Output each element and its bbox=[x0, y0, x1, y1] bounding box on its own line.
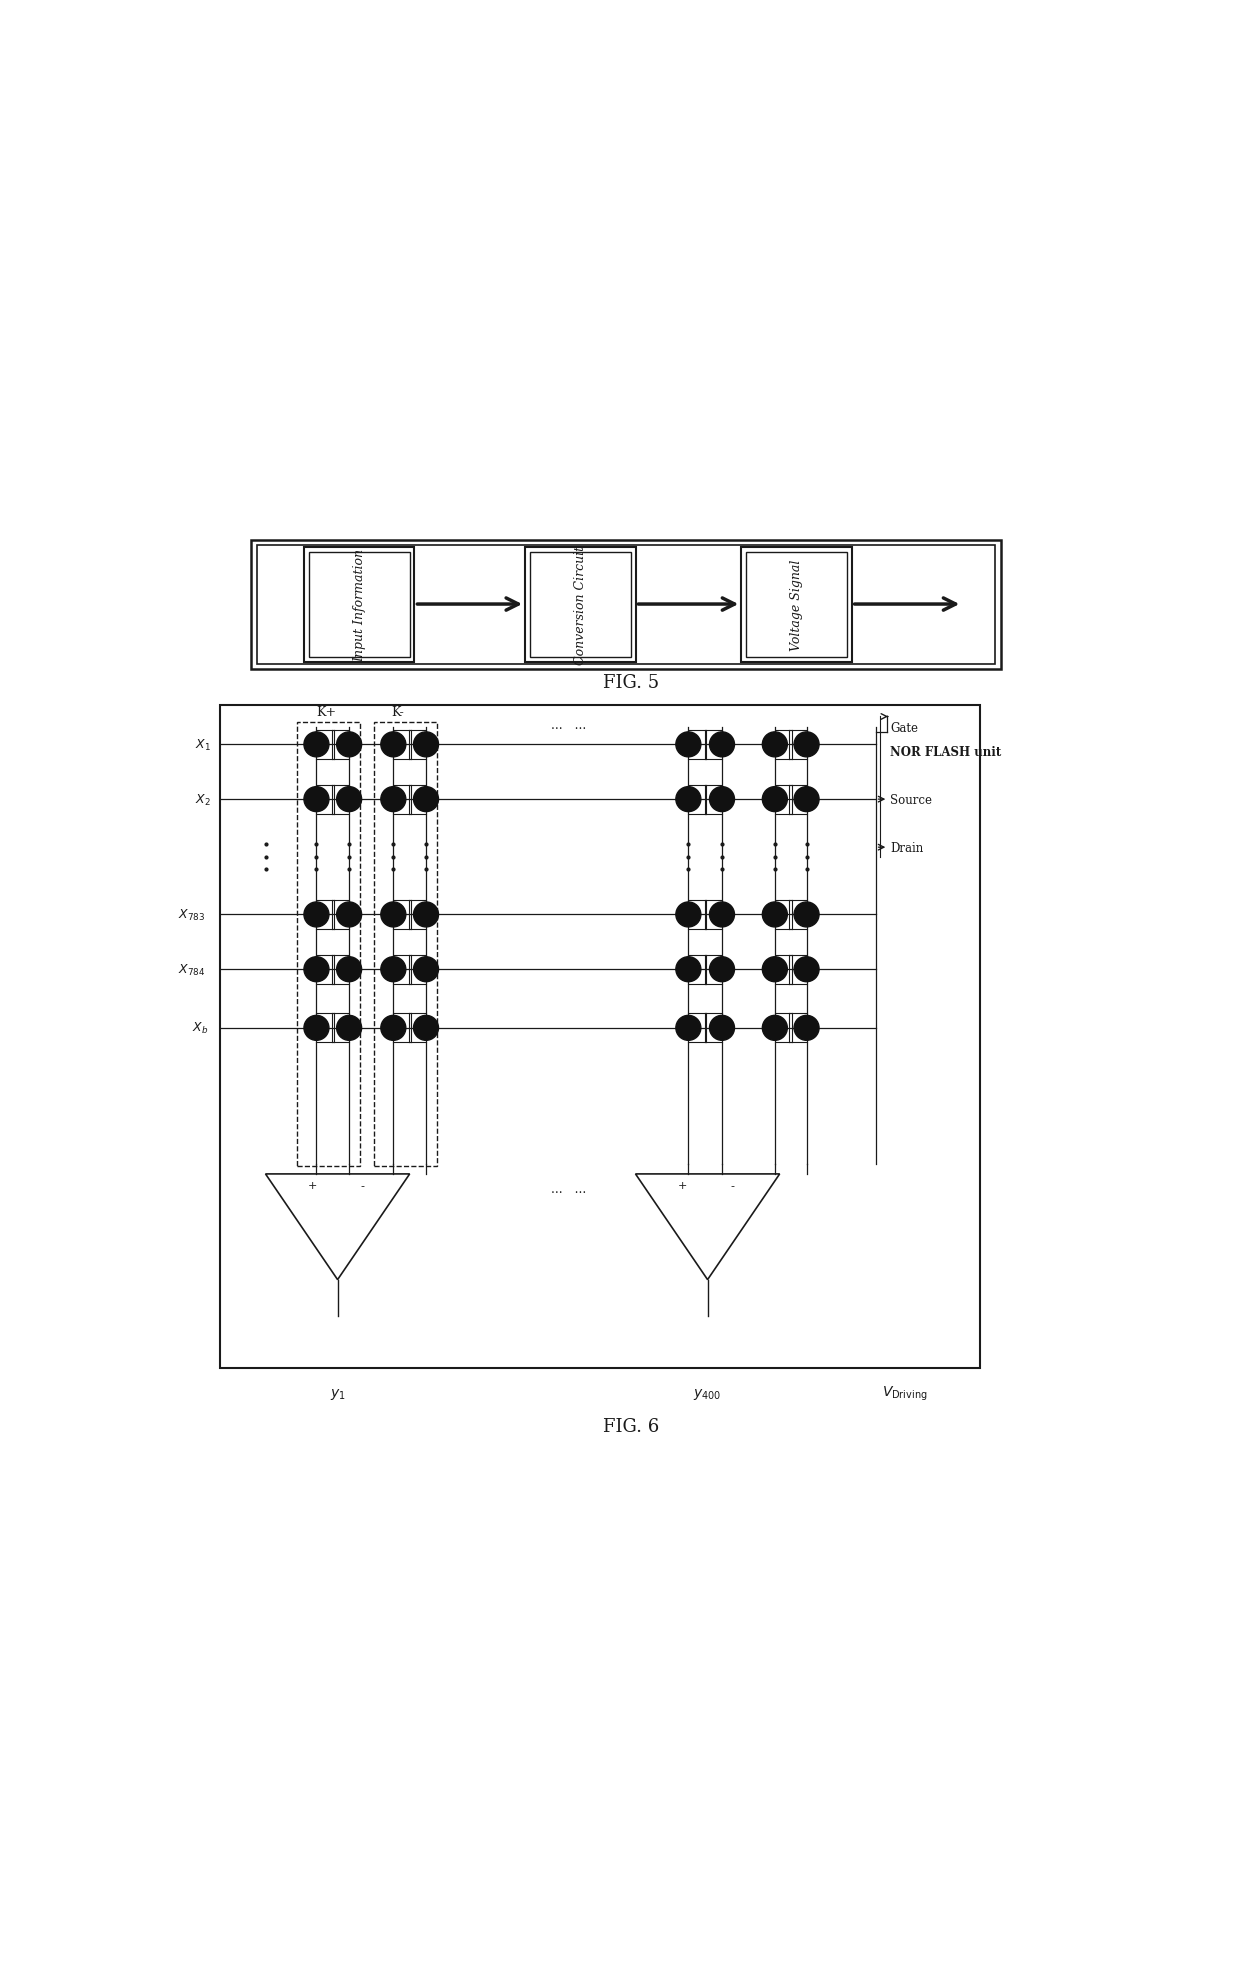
Text: -: - bbox=[361, 1180, 365, 1190]
Text: FIG. 6: FIG. 6 bbox=[603, 1416, 658, 1436]
Circle shape bbox=[304, 733, 329, 758]
Bar bbox=[304, 548, 414, 662]
Circle shape bbox=[676, 733, 701, 758]
Circle shape bbox=[381, 733, 405, 758]
Text: Voltage Signal: Voltage Signal bbox=[790, 560, 804, 650]
Text: $y_{400}$: $y_{400}$ bbox=[693, 1387, 722, 1400]
Circle shape bbox=[709, 956, 734, 982]
Circle shape bbox=[381, 956, 405, 982]
Circle shape bbox=[676, 788, 701, 813]
Bar bbox=[221, 705, 980, 1369]
Circle shape bbox=[676, 1015, 701, 1041]
Text: $y_1$: $y_1$ bbox=[330, 1387, 346, 1400]
Text: $X_2$: $X_2$ bbox=[195, 791, 211, 807]
Text: Conversion Circuit: Conversion Circuit bbox=[574, 546, 587, 664]
Bar bbox=[525, 548, 635, 662]
Text: Gate: Gate bbox=[890, 721, 918, 735]
Bar bbox=[250, 540, 1001, 670]
Circle shape bbox=[413, 788, 439, 813]
Circle shape bbox=[413, 956, 439, 982]
Circle shape bbox=[413, 1015, 439, 1041]
Circle shape bbox=[304, 903, 329, 927]
Circle shape bbox=[381, 1015, 405, 1041]
Circle shape bbox=[413, 903, 439, 927]
Circle shape bbox=[676, 903, 701, 927]
Bar bbox=[298, 723, 360, 1167]
Text: $X_b$: $X_b$ bbox=[192, 1021, 208, 1035]
Circle shape bbox=[676, 956, 701, 982]
Circle shape bbox=[763, 788, 787, 813]
Text: +: + bbox=[678, 1180, 687, 1190]
Text: ...   ...: ... ... bbox=[551, 719, 585, 731]
Circle shape bbox=[763, 903, 787, 927]
Text: $V_{\mathrm{Driving}}$: $V_{\mathrm{Driving}}$ bbox=[882, 1385, 928, 1402]
Circle shape bbox=[336, 788, 362, 813]
Text: ...   ...: ... ... bbox=[551, 1182, 585, 1196]
Text: FIG. 5: FIG. 5 bbox=[603, 674, 658, 691]
Circle shape bbox=[794, 903, 820, 927]
Circle shape bbox=[336, 1015, 362, 1041]
Circle shape bbox=[709, 903, 734, 927]
Circle shape bbox=[413, 733, 439, 758]
Circle shape bbox=[304, 1015, 329, 1041]
Circle shape bbox=[709, 733, 734, 758]
Circle shape bbox=[763, 733, 787, 758]
Bar bbox=[309, 554, 409, 658]
Text: K-: K- bbox=[392, 705, 404, 719]
Bar bbox=[529, 554, 631, 658]
Text: $X_{783}$: $X_{783}$ bbox=[177, 907, 205, 923]
Circle shape bbox=[709, 788, 734, 813]
Text: -: - bbox=[730, 1180, 735, 1190]
Text: $X_1$: $X_1$ bbox=[195, 736, 211, 752]
Circle shape bbox=[336, 903, 362, 927]
Circle shape bbox=[304, 788, 329, 813]
Text: Drain: Drain bbox=[890, 841, 924, 854]
Circle shape bbox=[336, 733, 362, 758]
Text: K+: K+ bbox=[316, 705, 336, 719]
Circle shape bbox=[794, 956, 820, 982]
Circle shape bbox=[794, 1015, 820, 1041]
Circle shape bbox=[336, 956, 362, 982]
Circle shape bbox=[763, 956, 787, 982]
Circle shape bbox=[381, 903, 405, 927]
Bar bbox=[257, 546, 994, 664]
Circle shape bbox=[794, 788, 820, 813]
Text: $X_{784}$: $X_{784}$ bbox=[177, 962, 205, 978]
Bar bbox=[374, 723, 436, 1167]
Circle shape bbox=[794, 733, 820, 758]
Bar bbox=[746, 554, 847, 658]
Text: Input Information: Input Information bbox=[352, 548, 366, 662]
Text: NOR FLASH unit: NOR FLASH unit bbox=[890, 744, 1002, 758]
Text: Source: Source bbox=[890, 793, 932, 805]
Circle shape bbox=[763, 1015, 787, 1041]
Circle shape bbox=[709, 1015, 734, 1041]
Text: +: + bbox=[308, 1180, 317, 1190]
Bar bbox=[742, 548, 852, 662]
Circle shape bbox=[304, 956, 329, 982]
Circle shape bbox=[381, 788, 405, 813]
